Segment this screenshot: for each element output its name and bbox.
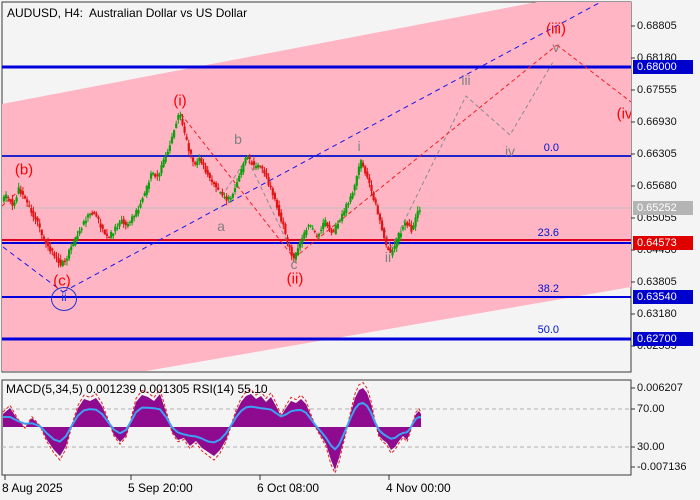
- wave-label-red-(b)[interactable]: (b): [14, 161, 34, 179]
- candlesticks: [2, 111, 421, 268]
- gray-dashed-wave-projection-1[interactable]: [361, 61, 554, 250]
- wave-label-red-(i)[interactable]: (i): [173, 92, 187, 110]
- time-axis-label-4 Nov 00:00: 4 Nov 00:00: [386, 481, 451, 495]
- macd-histogram-area: [3, 388, 421, 470]
- price-axis-label-0.63805: 0.63805: [637, 276, 677, 288]
- price-axis-label-0.65055: 0.65055: [637, 212, 677, 224]
- wave-label-gray-c[interactable]: c: [290, 256, 298, 272]
- price-level-badge-0.68000[interactable]: 0.68000: [633, 60, 693, 74]
- indicator-axis-label-1: 70.00: [637, 403, 665, 415]
- wave-label-red-(iv)[interactable]: (iv): [616, 105, 631, 123]
- price-axis-label-0.67555: 0.67555: [637, 84, 677, 96]
- price-axis-label-0.65680: 0.65680: [637, 180, 677, 192]
- price-axis-label-0.68805: 0.68805: [637, 20, 677, 32]
- fib-label-23.6[interactable]: 23.6: [537, 227, 559, 239]
- wave-label-gray-v[interactable]: v: [552, 39, 560, 55]
- wave-label-gray-i[interactable]: i: [357, 138, 361, 154]
- fib-label-38.2[interactable]: 38.2: [537, 283, 559, 295]
- red-dashed-wave-projection-3[interactable]: [556, 44, 632, 103]
- wave-label-red-(ii)[interactable]: (ii): [286, 270, 304, 288]
- indicator-axis-label-2: 30.00: [637, 441, 665, 453]
- time-axis-label-6 Oct 08:00: 6 Oct 08:00: [257, 481, 320, 495]
- price-level-badge-0.64573[interactable]: 0.64573: [633, 236, 693, 250]
- price-level-badge-0.63540[interactable]: 0.63540: [633, 290, 693, 304]
- time-axis-label-8 Aug 2025: 8 Aug 2025: [2, 481, 63, 495]
- price-axis-label-0.63180: 0.63180: [637, 308, 677, 320]
- circled-wave-ii[interactable]: ii: [51, 287, 77, 311]
- fib-label-50.0[interactable]: 50.0: [537, 324, 559, 336]
- price-level-badge-0.62700[interactable]: 0.62700: [633, 332, 693, 346]
- indicator-label: MACD(5,34,5) 0.001239 0.001305 RSI(14) 5…: [6, 382, 268, 396]
- indicator-axis-label-0: 0.006207: [637, 382, 683, 394]
- wave-label-gray-iv[interactable]: iv: [504, 143, 516, 159]
- wave-label-gray-a[interactable]: a: [217, 218, 225, 234]
- plot-annotations: AUDUSD, H4: Australian Dollar vs US Doll…: [6, 6, 631, 396]
- macd-signal-dashed-line: [2, 381, 422, 475]
- time-axis-label-5 Sep 20:00: 5 Sep 20:00: [128, 481, 193, 495]
- chart-title: AUDUSD, H4: Australian Dollar vs US Doll…: [7, 6, 248, 20]
- wave-label-red-(iii)[interactable]: (iii): [546, 20, 566, 38]
- fib-label-0.0[interactable]: 0.0: [543, 142, 559, 154]
- rsi-line: [3, 401, 422, 451]
- price-axis-label-0.66305: 0.66305: [637, 148, 677, 160]
- blue-dashed-trendline-0[interactable]: [2, 246, 64, 293]
- current-price-badge: 0.65252: [633, 201, 693, 215]
- blue-dashed-trendline-1[interactable]: [62, 2, 600, 293]
- wave-label-gray-iii[interactable]: iii: [461, 72, 471, 88]
- wave-label-gray-ii[interactable]: ii: [384, 249, 392, 265]
- indicator-axis-label-3: -0.007136: [637, 461, 687, 473]
- price-axis-label-0.66930: 0.66930: [637, 116, 677, 128]
- wave-label-red-(c)[interactable]: (c): [53, 272, 71, 290]
- wave-label-gray-b[interactable]: b: [234, 131, 242, 147]
- wave-channel-band[interactable]: [2, 2, 631, 371]
